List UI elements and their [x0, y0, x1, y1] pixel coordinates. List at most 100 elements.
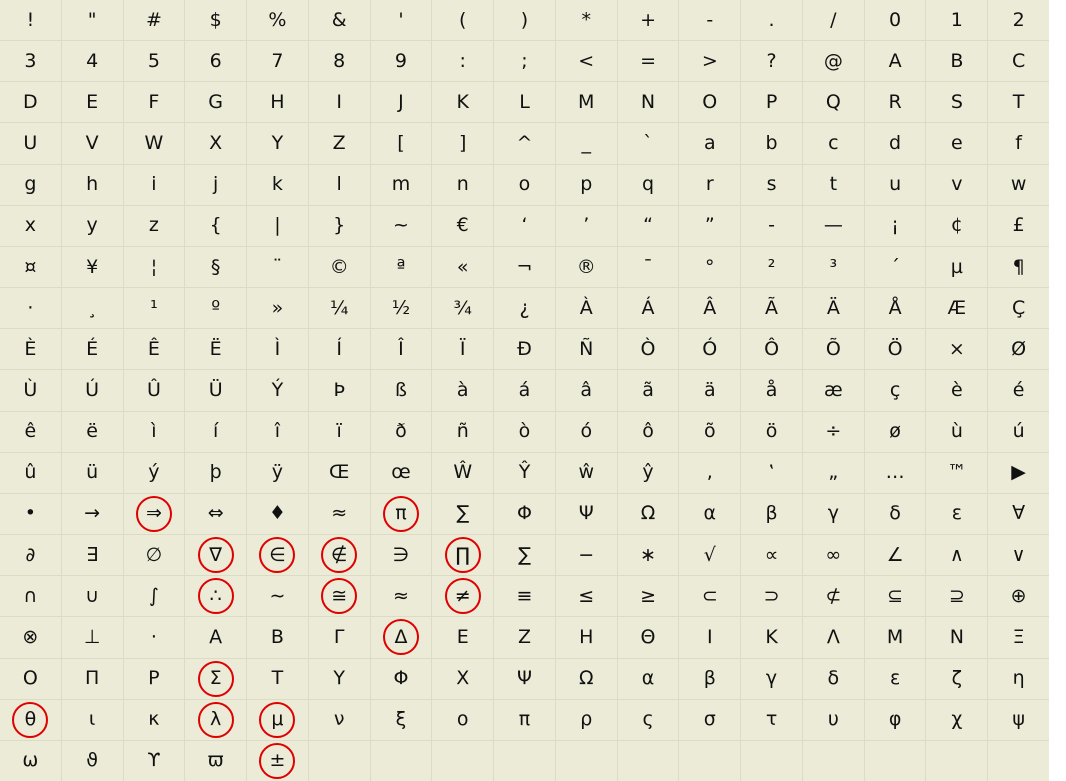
glyph-cell: ≡ [494, 576, 555, 617]
glyph-cell: « [432, 246, 494, 288]
glyph-cell: ñ [432, 411, 494, 452]
glyph-cell: ∪ [61, 576, 123, 617]
glyph-cell: ¡ [864, 205, 926, 246]
glyph-cell: Σ [185, 658, 247, 699]
glyph-cell: Ñ [555, 329, 617, 370]
glyph-cell: Χ [432, 658, 494, 699]
glyph-cell: ú [988, 411, 1049, 452]
glyph-cell: ý [123, 452, 185, 493]
glyph-cell: s [741, 164, 802, 205]
glyph-cell: Ò [617, 329, 679, 370]
glyph-cell: ¾ [432, 288, 494, 329]
glyph-cell: © [308, 246, 370, 288]
glyph-cell: m [370, 164, 432, 205]
glyph-cell: £ [988, 205, 1049, 246]
glyph-cell: Æ [926, 288, 988, 329]
glyph-cell: √ [679, 535, 741, 576]
glyph-cell: ³ [802, 246, 864, 288]
glyph-cell: ; [494, 41, 555, 82]
glyph-cell: L [494, 82, 555, 123]
glyph-cell: = [617, 41, 679, 82]
glyph-cell: ¬ [494, 246, 555, 288]
glyph-cell: H [247, 82, 308, 123]
glyph-cell: E [61, 82, 123, 123]
glyph-cell: Ω [555, 658, 617, 699]
glyph-cell: Ο [0, 658, 61, 699]
glyph-cell: è [926, 370, 988, 411]
glyph-cell: ϒ [123, 740, 185, 781]
glyph-cell: 7 [247, 41, 308, 82]
glyph-cell: Î [370, 329, 432, 370]
glyph-cell: ⇔ [185, 493, 247, 535]
glyph-cell: ' [370, 0, 432, 41]
glyph-cell: ¸ [61, 288, 123, 329]
glyph-cell: Ô [741, 329, 802, 370]
glyph-cell: „ [802, 452, 864, 493]
glyph-cell: β [679, 658, 741, 699]
glyph-cell: η [988, 658, 1049, 699]
glyph-cell: } [308, 205, 370, 246]
glyph-cell: Í [308, 329, 370, 370]
glyph-cell: œ [370, 452, 432, 493]
glyph-cell: ρ [555, 699, 617, 740]
glyph-cell: ë [61, 411, 123, 452]
glyph-cell: ó [555, 411, 617, 452]
glyph-cell: ε [926, 493, 988, 535]
glyph-cell: ∑ [494, 535, 555, 576]
glyph-cell: ) [494, 0, 555, 41]
glyph-cell: + [617, 0, 679, 41]
glyph-cell: τ [741, 699, 802, 740]
glyph-cell: w [988, 164, 1049, 205]
glyph-cell: ∩ [0, 576, 61, 617]
glyph-cell: ô [617, 411, 679, 452]
glyph-cell: ½ [370, 288, 432, 329]
glyph-cell: 6 [185, 41, 247, 82]
glyph-cell: [ [370, 123, 432, 164]
glyph-cell: γ [802, 493, 864, 535]
glyph-cell: … [864, 452, 926, 493]
glyph-cell: & [308, 0, 370, 41]
glyph-cell: ⊕ [988, 576, 1049, 617]
glyph-cell: ∋ [370, 535, 432, 576]
glyph-cell: Υ [308, 658, 370, 699]
glyph-cell: 1 [926, 0, 988, 41]
glyph-cell: o [494, 164, 555, 205]
glyph-cell: β [741, 493, 802, 535]
glyph-cell: Ä [802, 288, 864, 329]
glyph-cell: b [741, 123, 802, 164]
glyph-cell: ® [555, 246, 617, 288]
glyph-cell: % [247, 0, 308, 41]
glyph-cell: P [741, 82, 802, 123]
glyph-cell: @ [802, 41, 864, 82]
glyph-cell: X [185, 123, 247, 164]
glyph-cell: Ç [988, 288, 1049, 329]
glyph-cell: 5 [123, 41, 185, 82]
glyph-cell: κ [123, 699, 185, 740]
glyph-cell: ß [370, 370, 432, 411]
glyph-cell: ù [926, 411, 988, 452]
glyph-cell: ! [0, 0, 61, 41]
glyph-cell: ∠ [864, 535, 926, 576]
glyph-cell: δ [802, 658, 864, 699]
glyph-cell: R [864, 82, 926, 123]
glyph-cell: Ê [123, 329, 185, 370]
glyph-cell: ¢ [926, 205, 988, 246]
glyph-cell: - [741, 205, 802, 246]
glyph-cell: Φ [370, 658, 432, 699]
glyph-cell: z [123, 205, 185, 246]
glyph-cell: ω [0, 740, 61, 781]
glyph-cell: , [679, 452, 741, 493]
glyph-cell: µ [926, 246, 988, 288]
glyph-cell: Œ [308, 452, 370, 493]
glyph-cell: î [247, 411, 308, 452]
glyph-cell: Α [185, 617, 247, 658]
glyph-cell: ♦ [247, 493, 308, 535]
glyph-cell: _ [555, 123, 617, 164]
glyph-cell: v [926, 164, 988, 205]
glyph-cell: ∉ [308, 535, 370, 576]
glyph-cell: → [61, 493, 123, 535]
glyph-cell: é [988, 370, 1049, 411]
glyph-cell: J [370, 82, 432, 123]
glyph-cell: Ã [741, 288, 802, 329]
glyph-cell: Λ [802, 617, 864, 658]
